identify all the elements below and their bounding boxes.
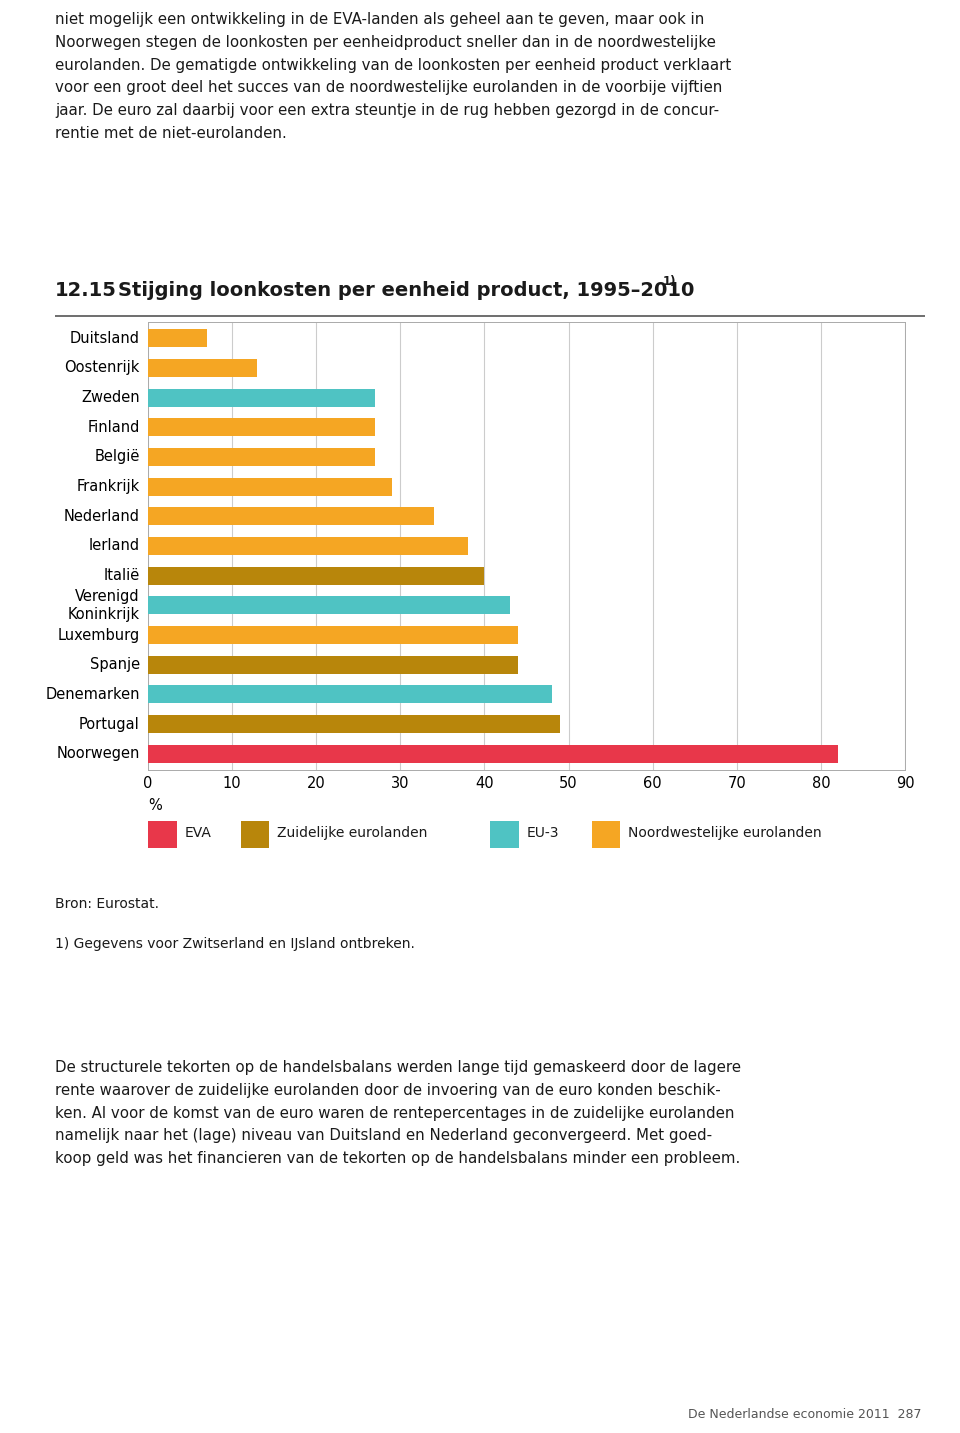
Text: 12.15: 12.15 <box>55 281 117 301</box>
Text: Zuidelijke eurolanden: Zuidelijke eurolanden <box>277 825 427 840</box>
Text: Stijging loonkosten per eenheid product, 1995–2010: Stijging loonkosten per eenheid product,… <box>118 281 694 301</box>
Bar <box>148 537 468 555</box>
Text: Noordwestelijke eurolanden: Noordwestelijke eurolanden <box>628 825 822 840</box>
Bar <box>148 477 392 496</box>
Bar <box>591 821 620 848</box>
Bar <box>148 507 434 526</box>
Text: EVA: EVA <box>184 825 211 840</box>
Bar <box>148 449 375 466</box>
Text: 1): 1) <box>663 275 677 288</box>
Bar <box>148 626 518 643</box>
Bar <box>241 821 270 848</box>
Text: niet mogelijk een ontwikkeling in de EVA-landen als geheel aan te geven, maar oo: niet mogelijk een ontwikkeling in de EVA… <box>55 11 732 140</box>
Bar <box>148 418 375 436</box>
Bar <box>148 685 552 704</box>
Bar <box>148 821 177 848</box>
Bar <box>148 330 206 347</box>
Text: 1) Gegevens voor Zwitserland en IJsland ontbreken.: 1) Gegevens voor Zwitserland en IJsland … <box>55 937 415 952</box>
Bar <box>148 388 375 407</box>
Text: De Nederlandse economie 2011  287: De Nederlandse economie 2011 287 <box>688 1407 922 1420</box>
Bar <box>148 715 560 732</box>
Bar <box>148 656 518 674</box>
Bar <box>148 596 510 615</box>
Bar <box>148 745 838 762</box>
Text: EU-3: EU-3 <box>526 825 559 840</box>
Bar <box>491 821 519 848</box>
X-axis label: %: % <box>148 798 161 813</box>
Text: De structurele tekorten op de handelsbalans werden lange tijd gemaskeerd door de: De structurele tekorten op de handelsbal… <box>55 1060 741 1166</box>
Bar <box>148 360 257 377</box>
Bar <box>148 567 485 585</box>
Text: Bron: Eurostat.: Bron: Eurostat. <box>55 897 159 911</box>
